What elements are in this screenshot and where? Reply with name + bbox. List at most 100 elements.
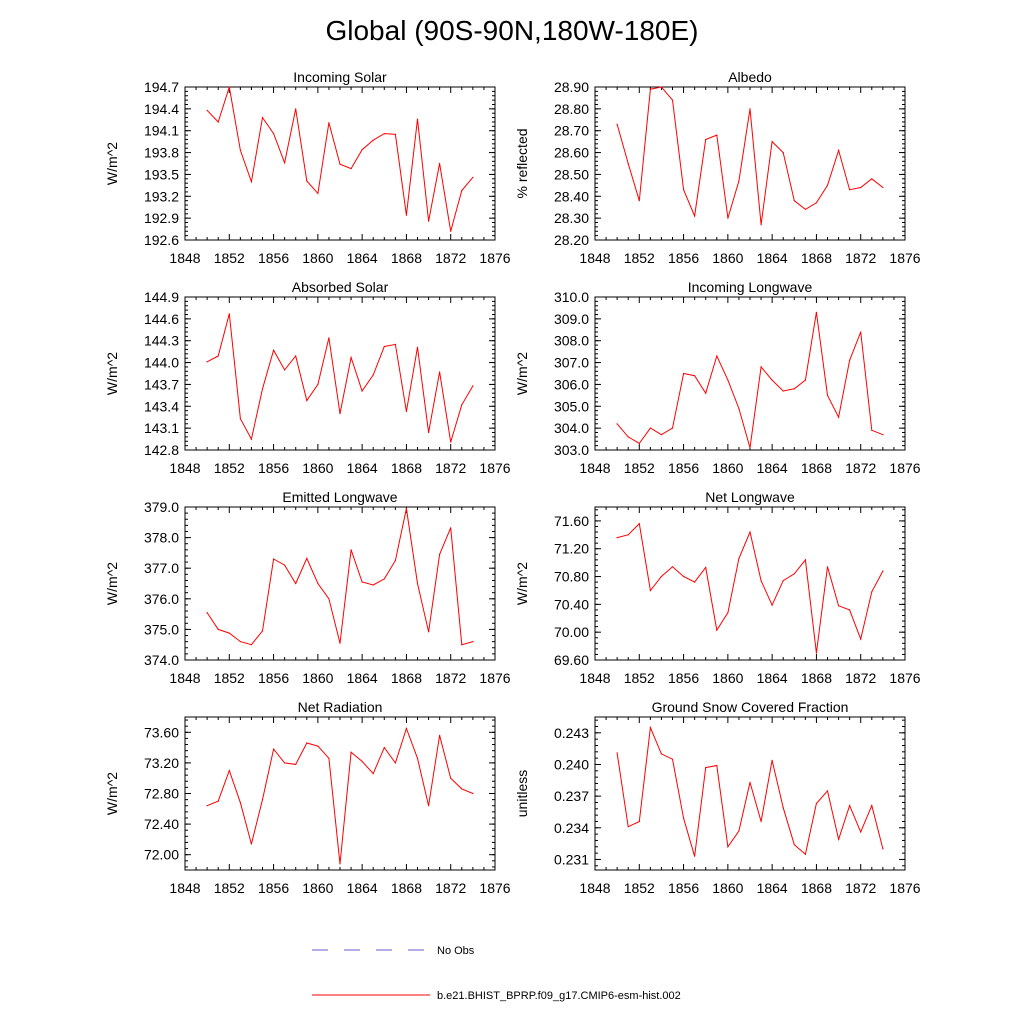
data-point — [871, 591, 873, 593]
data-point — [450, 230, 452, 232]
data-point — [250, 644, 252, 646]
data-point — [871, 429, 873, 431]
panel-title: Ground Snow Covered Fraction — [652, 699, 849, 715]
data-point — [217, 800, 219, 802]
data-point — [860, 831, 862, 833]
data-point — [394, 133, 396, 135]
data-point — [871, 178, 873, 180]
x-tick-label: 1860 — [712, 250, 743, 266]
data-point — [771, 604, 773, 606]
data-point — [826, 394, 829, 396]
y-tick-label: 144.0 — [144, 355, 179, 371]
data-point — [716, 629, 718, 631]
y-tick-label: 71.60 — [554, 513, 589, 529]
y-tick-label: 28.20 — [554, 232, 589, 248]
data-point — [250, 438, 252, 440]
data-point — [306, 399, 308, 402]
y-tick-label: 28.30 — [554, 210, 589, 226]
data-point — [616, 423, 618, 425]
x-tick-label: 1856 — [258, 880, 289, 896]
y-tick-label: 310.0 — [554, 289, 589, 305]
data-point — [660, 434, 663, 436]
data-point — [461, 189, 463, 192]
x-tick-label: 1856 — [668, 880, 699, 896]
data-point — [295, 355, 297, 357]
data-point — [849, 609, 851, 611]
data-point — [472, 176, 474, 178]
data-point — [206, 612, 208, 614]
data-point — [683, 817, 685, 819]
x-tick-label: 1848 — [169, 670, 200, 686]
data-point — [350, 356, 352, 359]
data-point — [738, 830, 740, 832]
y-tick-label: 305.0 — [554, 398, 589, 414]
panel-title: Albedo — [728, 69, 772, 85]
data-point — [760, 580, 762, 582]
x-tick-label: 1872 — [845, 670, 876, 686]
data-point — [428, 431, 430, 434]
data-point — [439, 371, 441, 373]
x-tick-label: 1876 — [889, 460, 920, 476]
data-point — [804, 379, 807, 381]
data-point — [261, 388, 264, 390]
y-axis-label: unitless — [514, 770, 530, 817]
x-tick-label: 1868 — [391, 460, 422, 476]
data-point — [804, 208, 807, 210]
data-point — [793, 200, 795, 202]
data-point — [838, 605, 840, 607]
data-point — [428, 631, 430, 633]
data-point — [694, 375, 696, 377]
x-tick-label: 1868 — [801, 880, 832, 896]
data-point — [339, 413, 341, 415]
data-point — [649, 88, 652, 90]
x-tick-label: 1864 — [757, 880, 788, 896]
data-point — [738, 407, 740, 410]
x-tick-label: 1856 — [668, 460, 699, 476]
data-point — [306, 180, 308, 182]
data-point — [383, 345, 385, 348]
x-tick-label: 1848 — [169, 460, 200, 476]
data-point — [771, 759, 773, 761]
y-axis-label: W/m^2 — [104, 142, 120, 185]
chart-panel: Net Radiation W/m^2 1848 1852 1856 1860 1864 18… — [104, 699, 511, 896]
data-point — [284, 564, 286, 566]
data-point — [638, 200, 640, 202]
data-point — [671, 427, 674, 429]
chart-panel: Incoming Solar W/m^2 1848 1852 1856 1860 1864 1… — [104, 69, 511, 266]
x-tick-label: 1872 — [845, 460, 876, 476]
data-point — [638, 442, 640, 444]
x-tick-label: 1860 — [302, 250, 333, 266]
data-point — [683, 575, 685, 578]
data-point — [771, 141, 773, 143]
data-point — [760, 820, 762, 823]
data-point — [405, 507, 407, 510]
x-tick-label: 1848 — [579, 670, 610, 686]
data-point — [317, 383, 319, 385]
data-point — [782, 580, 784, 582]
data-point — [306, 742, 308, 744]
data-point — [217, 121, 219, 123]
page-title: Global (90S-90N,180W-180E) — [325, 15, 699, 46]
data-point — [882, 186, 884, 189]
y-tick-label: 194.4 — [144, 101, 179, 117]
data-point — [660, 86, 663, 88]
data-point — [328, 757, 330, 759]
y-axis-label: W/m^2 — [104, 352, 120, 395]
data-point — [339, 642, 341, 644]
data-point — [317, 745, 319, 747]
data-point — [616, 752, 618, 754]
y-tick-label: 71.20 — [554, 541, 589, 557]
y-tick-label: 379.0 — [144, 499, 179, 515]
data-point — [627, 162, 629, 165]
y-tick-label: 143.4 — [144, 398, 179, 414]
data-point — [239, 149, 241, 151]
data-point — [727, 379, 729, 381]
data-point — [472, 641, 474, 643]
y-tick-label: 304.0 — [554, 420, 589, 436]
data-point — [461, 788, 463, 790]
data-point — [716, 134, 718, 136]
data-point — [627, 436, 629, 438]
x-tick-label: 1856 — [258, 460, 289, 476]
y-tick-label: 192.6 — [144, 232, 179, 248]
data-point — [228, 632, 230, 634]
